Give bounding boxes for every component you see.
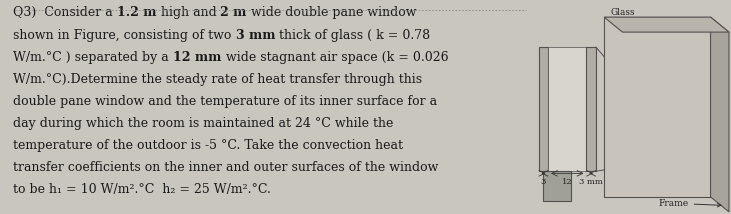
Text: transfer coefficients on the inner and outer surfaces of the window: transfer coefficients on the inner and o… <box>13 161 439 174</box>
Text: wide double pane window: wide double pane window <box>247 6 417 19</box>
Polygon shape <box>604 17 711 197</box>
Text: W/m.°C ) separated by a: W/m.°C ) separated by a <box>13 51 173 64</box>
Text: 1.2 m: 1.2 m <box>117 6 156 19</box>
Text: 12: 12 <box>562 178 572 186</box>
Text: Glass: Glass <box>610 8 635 17</box>
Text: 12 mm: 12 mm <box>173 51 221 64</box>
Text: thick of glass ( k = 0.78: thick of glass ( k = 0.78 <box>276 28 431 42</box>
Polygon shape <box>548 47 586 171</box>
Text: to be h₁ = 10 W/m².°C  h₂ = 25 W/m².°C.: to be h₁ = 10 W/m².°C h₂ = 25 W/m².°C. <box>13 183 271 196</box>
Text: 3: 3 <box>541 178 546 186</box>
Polygon shape <box>586 47 596 171</box>
Text: shown in Figure, consisting of two: shown in Figure, consisting of two <box>13 28 236 42</box>
Polygon shape <box>604 17 729 32</box>
Text: Frame: Frame <box>659 199 721 208</box>
Text: 3 mm: 3 mm <box>236 28 276 42</box>
Polygon shape <box>711 17 729 212</box>
Text: 2 m: 2 m <box>221 6 247 19</box>
Text: wide stagnant air space (k = 0.026: wide stagnant air space (k = 0.026 <box>221 51 448 64</box>
Polygon shape <box>542 171 572 201</box>
Polygon shape <box>539 47 548 171</box>
Text: day during which the room is maintained at 24 °C while the: day during which the room is maintained … <box>13 117 394 130</box>
Text: 3 mm: 3 mm <box>579 178 603 186</box>
Text: double pane window and the temperature of its inner surface for a: double pane window and the temperature o… <box>13 95 438 108</box>
Text: temperature of the outdoor is -5 °C. Take the convection heat: temperature of the outdoor is -5 °C. Tak… <box>13 139 404 152</box>
Text: W/m.°C).Determine the steady rate of heat transfer through this: W/m.°C).Determine the steady rate of hea… <box>13 73 423 86</box>
Text: high and: high and <box>156 6 221 19</box>
Text: Q3)  Consider a: Q3) Consider a <box>13 6 117 19</box>
